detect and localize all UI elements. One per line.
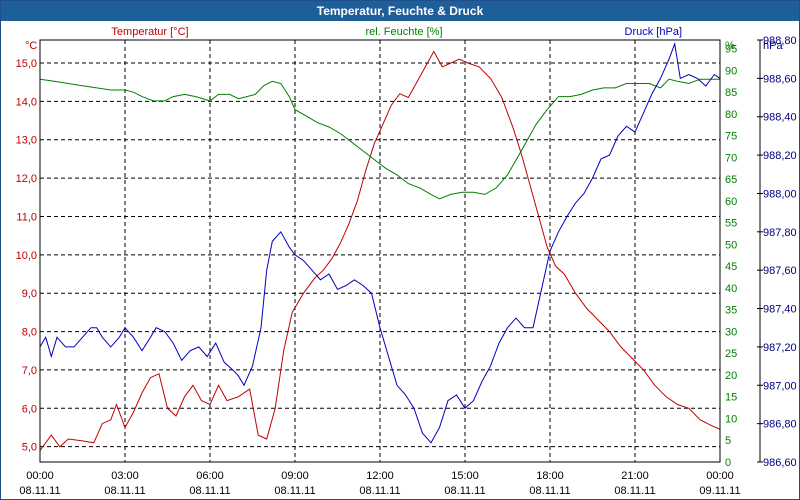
pressure-tick-label: 988,00 xyxy=(763,188,797,200)
pressure-tick-label: 987,00 xyxy=(763,380,797,392)
temp-tick-label: 15,0 xyxy=(16,58,37,70)
series-line-humidity xyxy=(39,78,720,200)
humidity-tick-label: 35 xyxy=(725,305,737,317)
pressure-tick-label: 986,60 xyxy=(763,457,797,469)
pressure-tick-label: 988,40 xyxy=(763,112,797,124)
temp-tick-label: 9,0 xyxy=(22,288,37,300)
x-tick-date: 09.11.11 xyxy=(699,485,740,497)
series-line-pressure xyxy=(39,41,721,444)
temp-unit: °C xyxy=(25,40,37,52)
humidity-tick-label: 90 xyxy=(725,65,737,77)
humidity-tick-label: 45 xyxy=(725,261,737,273)
temp-tick-label: 13,0 xyxy=(16,135,37,147)
x-tick-date: 08.11.11 xyxy=(614,485,655,497)
x-tick-time: 12:00 xyxy=(366,470,394,482)
humidity-tick-label: 15 xyxy=(725,392,737,404)
tick-labels: 00:00 08.11.11 03:00 08.11.11 06:00 08.11.11 0… xyxy=(16,26,797,497)
humidity-tick-label: 60 xyxy=(725,196,737,208)
humidity-tick-label: 30 xyxy=(725,326,737,338)
temp-tick-label: 7,0 xyxy=(22,365,37,377)
pressure-tick-label: 987,40 xyxy=(763,304,797,316)
series-lines xyxy=(39,41,721,451)
humidity-tick-label: 10 xyxy=(725,413,737,425)
axes xyxy=(39,39,763,463)
humidity-tick-label: 70 xyxy=(725,152,737,164)
temp-tick-label: 6,0 xyxy=(22,403,37,415)
x-tick-date: 08.11.11 xyxy=(189,485,230,497)
humidity-tick-label: 95 xyxy=(725,44,737,56)
x-tick-time: 15:00 xyxy=(451,470,479,482)
pressure-tick-label: 988,60 xyxy=(763,73,797,85)
pressure-tick-label: 987,60 xyxy=(763,265,797,277)
x-tick-time: 00:00 xyxy=(706,470,734,482)
pressure-tick-label: 988,20 xyxy=(763,150,797,162)
x-tick-time: 18:00 xyxy=(536,470,564,482)
humidity-tick-label: 40 xyxy=(725,283,737,295)
series-line-temperature xyxy=(39,50,721,451)
x-tick-time: 21:00 xyxy=(621,470,649,482)
x-tick-date: 08.11.11 xyxy=(359,485,400,497)
pressure-tick-label: 988,80 xyxy=(763,35,797,47)
humidity-unit: % xyxy=(725,40,735,52)
humidity-tick-label: 20 xyxy=(725,370,737,382)
temp-tick-label: 14,0 xyxy=(16,96,37,108)
x-tick-time: 06:00 xyxy=(196,470,224,482)
humidity-tick-label: 75 xyxy=(725,131,737,143)
x-tick-date: 08.11.11 xyxy=(529,485,570,497)
temp-tick-label: 10,0 xyxy=(16,250,37,262)
temp-tick-label: 11,0 xyxy=(16,211,37,223)
humidity-tick-label: 85 xyxy=(725,87,737,99)
chart-title: Temperatur, Feuchte & Druck xyxy=(1,1,799,21)
humidity-tick-label: 25 xyxy=(725,348,737,360)
humidity-tick-label: 65 xyxy=(725,174,737,186)
pressure-unit: hPa xyxy=(763,40,783,52)
gridlines xyxy=(40,40,720,462)
legend-pressure: Druck [hPa] xyxy=(625,26,682,38)
legend-temperature: Temperatur [°C] xyxy=(111,26,188,38)
x-tick-date: 08.11.11 xyxy=(274,485,315,497)
plot-border xyxy=(39,39,721,463)
humidity-tick-label: 0 xyxy=(725,457,731,469)
humidity-tick-label: 55 xyxy=(725,218,737,230)
pressure-tick-label: 986,80 xyxy=(763,419,797,431)
pressure-tick-label: 987,80 xyxy=(763,227,797,239)
x-tick-date: 08.11.11 xyxy=(104,485,145,497)
humidity-tick-label: 50 xyxy=(725,239,737,251)
humidity-tick-label: 80 xyxy=(725,109,737,121)
legend-humidity: rel. Feuchte [%] xyxy=(365,26,442,38)
x-tick-time: 03:00 xyxy=(111,470,139,482)
humidity-tick-label: 5 xyxy=(725,435,731,447)
temp-tick-label: 12,0 xyxy=(16,173,37,185)
pressure-tick-label: 987,20 xyxy=(763,342,797,354)
x-tick-date: 08.11.11 xyxy=(19,485,60,497)
temp-tick-label: 8,0 xyxy=(22,327,37,339)
x-tick-time: 09:00 xyxy=(281,470,309,482)
temp-tick-label: 5,0 xyxy=(22,442,37,454)
x-tick-date: 08.11.11 xyxy=(444,485,485,497)
x-tick-time: 00:00 xyxy=(26,470,54,482)
